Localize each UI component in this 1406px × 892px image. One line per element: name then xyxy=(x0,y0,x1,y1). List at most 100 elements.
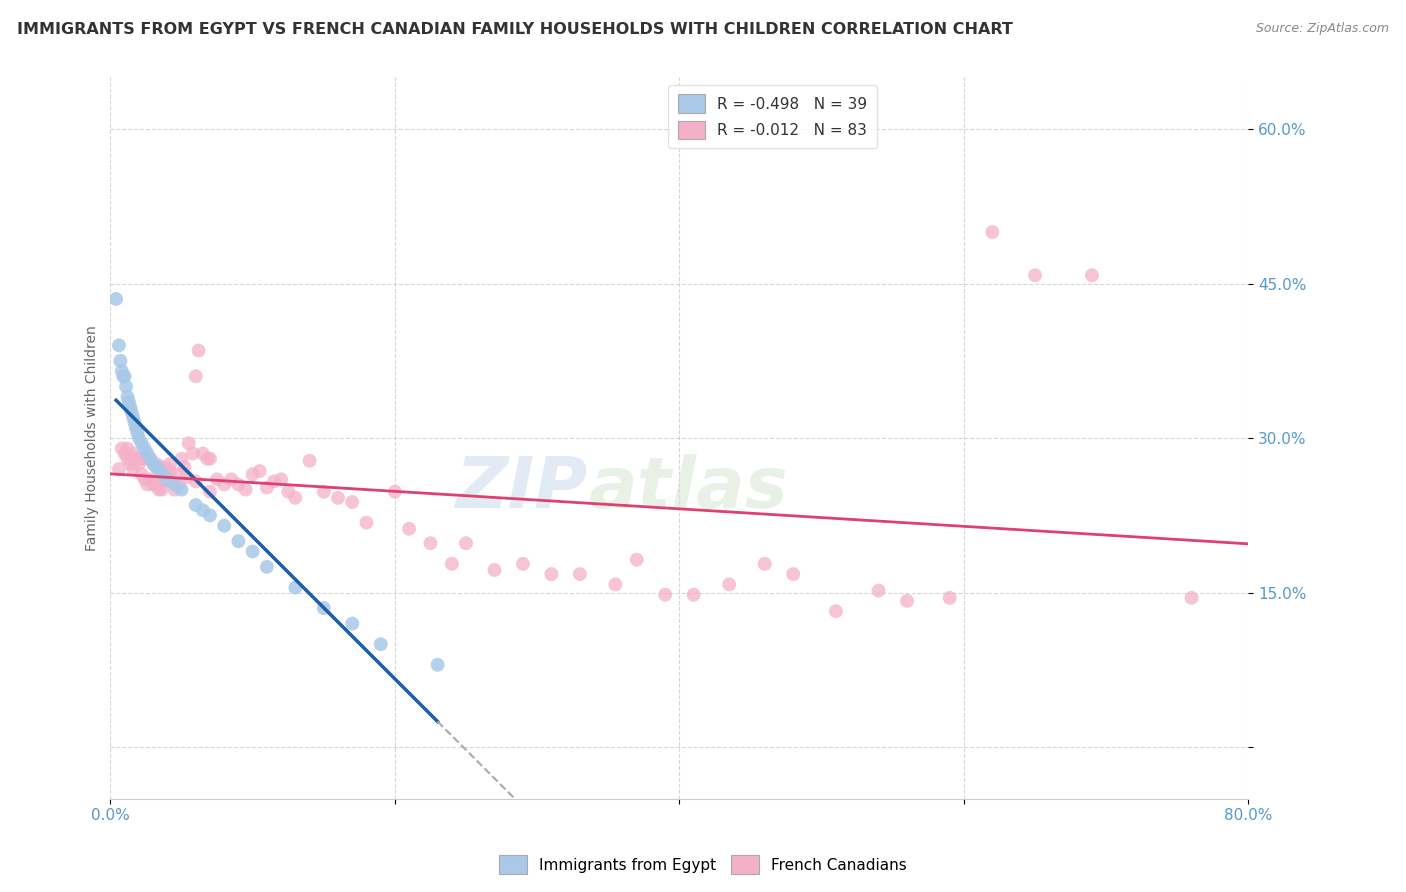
Text: Source: ZipAtlas.com: Source: ZipAtlas.com xyxy=(1256,22,1389,36)
Point xyxy=(110,354,132,368)
Point xyxy=(167,467,190,482)
Point xyxy=(122,446,145,460)
Point xyxy=(159,457,181,471)
Point xyxy=(484,563,506,577)
Point xyxy=(150,467,173,482)
Point xyxy=(167,477,190,491)
Point xyxy=(125,451,148,466)
Point xyxy=(263,475,285,489)
Point xyxy=(242,544,264,558)
Point xyxy=(117,451,139,466)
Point xyxy=(191,446,214,460)
Point xyxy=(128,457,150,471)
Point xyxy=(184,369,207,384)
Point xyxy=(868,583,890,598)
Point xyxy=(156,462,179,476)
Point xyxy=(170,483,193,497)
Point xyxy=(221,472,243,486)
Point xyxy=(142,457,165,471)
Point xyxy=(184,475,207,489)
Point xyxy=(173,459,195,474)
Point xyxy=(117,390,139,404)
Y-axis label: Family Households with Children: Family Households with Children xyxy=(86,326,100,551)
Text: ZIP: ZIP xyxy=(456,454,588,523)
Point xyxy=(654,588,676,602)
Point xyxy=(170,451,193,466)
Legend: R = -0.498   N = 39, R = -0.012   N = 83: R = -0.498 N = 39, R = -0.012 N = 83 xyxy=(668,85,876,148)
Point xyxy=(568,567,591,582)
Point xyxy=(256,560,278,574)
Point xyxy=(235,483,257,497)
Point xyxy=(134,442,156,456)
Point xyxy=(896,594,918,608)
Point xyxy=(122,462,145,476)
Point xyxy=(782,567,804,582)
Point xyxy=(284,581,307,595)
Point xyxy=(198,508,221,523)
Point xyxy=(148,483,170,497)
Point xyxy=(981,225,1004,239)
Point xyxy=(108,338,131,352)
Point xyxy=(131,436,153,450)
Text: IMMIGRANTS FROM EGYPT VS FRENCH CANADIAN FAMILY HOUSEHOLDS WITH CHILDREN CORRELA: IMMIGRANTS FROM EGYPT VS FRENCH CANADIAN… xyxy=(17,22,1012,37)
Point xyxy=(122,410,145,425)
Point xyxy=(187,343,209,358)
Point xyxy=(626,552,648,566)
Point xyxy=(128,451,150,466)
Point xyxy=(108,462,131,476)
Point xyxy=(454,536,477,550)
Point xyxy=(212,477,235,491)
Point xyxy=(228,534,250,549)
Point xyxy=(176,470,198,484)
Point xyxy=(398,522,420,536)
Point xyxy=(105,292,128,306)
Point xyxy=(120,400,142,414)
Point xyxy=(111,442,134,456)
Point xyxy=(181,446,204,460)
Point xyxy=(114,369,136,384)
Point xyxy=(145,457,167,471)
Point xyxy=(115,379,138,393)
Point xyxy=(131,467,153,482)
Point xyxy=(128,431,150,445)
Point xyxy=(125,421,148,435)
Point xyxy=(136,446,159,460)
Point xyxy=(118,395,141,409)
Point xyxy=(342,495,364,509)
Point xyxy=(938,591,960,605)
Point xyxy=(111,364,134,378)
Point xyxy=(191,503,214,517)
Point xyxy=(195,451,218,466)
Point xyxy=(426,657,449,672)
Point xyxy=(134,472,156,486)
Point xyxy=(153,475,176,489)
Point xyxy=(114,446,136,460)
Point xyxy=(754,557,776,571)
Point xyxy=(177,436,200,450)
Point xyxy=(682,588,704,602)
Point xyxy=(184,498,207,512)
Point xyxy=(419,536,441,550)
Point xyxy=(242,467,264,482)
Point xyxy=(142,477,165,491)
Point xyxy=(440,557,463,571)
Point xyxy=(150,459,173,474)
Point xyxy=(356,516,378,530)
Point xyxy=(150,483,173,497)
Point xyxy=(136,477,159,491)
Point xyxy=(270,472,292,486)
Point xyxy=(249,464,271,478)
Point xyxy=(228,477,250,491)
Point xyxy=(512,557,534,571)
Point xyxy=(212,518,235,533)
Point xyxy=(139,451,162,466)
Point xyxy=(326,491,349,505)
Point xyxy=(1180,591,1202,605)
Point xyxy=(156,472,179,486)
Point xyxy=(139,472,162,486)
Point xyxy=(605,577,627,591)
Point xyxy=(163,477,186,491)
Point xyxy=(370,637,392,651)
Point xyxy=(284,491,307,505)
Point xyxy=(277,484,299,499)
